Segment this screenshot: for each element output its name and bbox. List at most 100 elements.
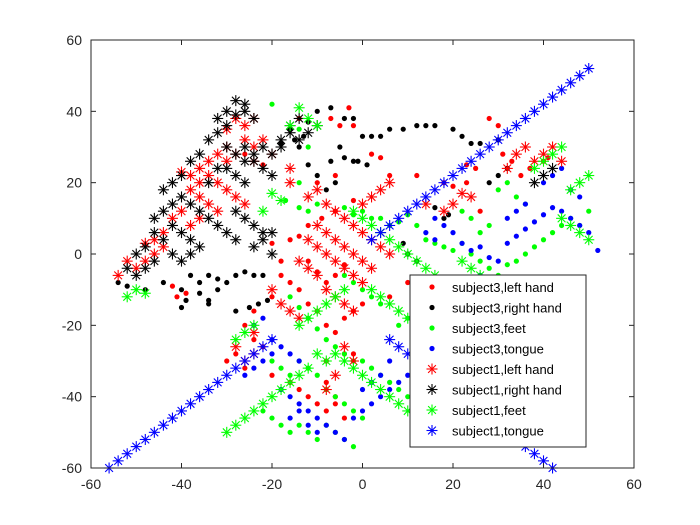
data-point-dot	[378, 301, 384, 307]
data-point-asterisk	[203, 384, 215, 396]
data-point-dot	[296, 180, 302, 186]
data-point-dot	[328, 158, 334, 164]
data-point-asterisk	[284, 162, 296, 174]
data-point-asterisk	[393, 398, 405, 410]
data-point-dot	[549, 172, 556, 179]
data-point-dot	[473, 165, 479, 171]
data-point-asterisk	[257, 341, 269, 353]
data-point-dot	[278, 365, 284, 371]
data-point-asterisk	[302, 191, 314, 203]
data-point-dot	[296, 304, 302, 311]
data-point-asterisk	[347, 305, 359, 317]
data-point-asterisk	[384, 248, 396, 260]
data-point-dot	[450, 183, 456, 189]
data-point-dot	[396, 379, 402, 385]
data-point-asterisk	[357, 369, 368, 381]
data-point-asterisk	[474, 148, 486, 160]
data-point-asterisk	[465, 155, 477, 167]
data-point-asterisk	[148, 212, 160, 224]
data-point-dot	[233, 351, 239, 357]
data-point-asterisk	[366, 234, 378, 246]
data-point-dot	[224, 279, 230, 286]
data-point-asterisk	[212, 112, 224, 124]
data-point-asterisk	[320, 284, 332, 296]
data-point-asterisk	[148, 227, 160, 239]
data-point-asterisk	[329, 234, 341, 246]
data-point-dot	[314, 429, 320, 435]
data-point-asterisk	[375, 227, 387, 239]
data-point-dot	[287, 294, 293, 300]
data-point-asterisk	[583, 234, 595, 246]
data-point-dot	[504, 215, 510, 221]
data-point-asterisk	[375, 384, 387, 396]
data-point-dot	[332, 180, 338, 186]
legend-label: subject3,tongue	[452, 342, 544, 357]
data-point-asterisk	[239, 98, 251, 110]
data-point-dot	[314, 372, 320, 378]
data-point-dot	[387, 379, 393, 385]
data-point-asterisk	[538, 155, 549, 167]
data-point-dot	[540, 212, 547, 218]
data-point-asterisk	[266, 187, 278, 199]
data-point-asterisk	[275, 298, 287, 310]
x-tick-label: 0	[359, 476, 367, 492]
data-point-asterisk	[465, 262, 477, 274]
data-point-dot	[359, 133, 366, 139]
data-point-dot	[323, 279, 329, 286]
data-point-dot	[323, 408, 329, 414]
data-point-asterisk	[547, 162, 559, 174]
data-point-asterisk	[157, 241, 169, 253]
data-point-asterisk	[519, 112, 531, 124]
legend-label: subject3,left hand	[452, 280, 554, 295]
data-point-asterisk	[239, 177, 251, 189]
data-point-dot	[577, 222, 583, 229]
data-point-asterisk	[275, 384, 287, 396]
data-point-asterisk	[221, 184, 233, 196]
data-point-asterisk	[221, 141, 233, 153]
data-point-asterisk	[157, 184, 169, 196]
legend-marker-dot	[429, 325, 435, 331]
data-point-asterisk	[556, 212, 568, 224]
data-point-asterisk	[248, 405, 260, 417]
data-point-asterisk	[293, 369, 305, 381]
data-point-asterisk	[302, 127, 314, 139]
data-point-dot	[296, 144, 302, 150]
data-point-dot	[169, 283, 176, 289]
data-point-asterisk	[221, 426, 233, 438]
data-point-asterisk	[194, 391, 206, 403]
data-point-asterisk	[121, 448, 133, 460]
data-point-dot	[586, 230, 592, 236]
data-point-dot	[296, 287, 302, 293]
data-point-asterisk	[293, 319, 305, 331]
data-point-dot	[355, 158, 361, 164]
data-point-asterisk	[185, 398, 197, 410]
data-point-asterisk	[248, 155, 260, 167]
legend-marker-asterisk	[426, 404, 438, 416]
y-tick-label: 40	[66, 103, 82, 119]
data-point-asterisk	[375, 291, 387, 303]
data-point-dot	[531, 244, 538, 250]
data-point-asterisk	[311, 305, 323, 317]
data-point-asterisk	[248, 219, 260, 231]
data-point-dot	[368, 365, 375, 371]
data-point-asterisk	[538, 98, 549, 110]
data-point-dot	[341, 155, 347, 161]
data-point-asterisk	[266, 391, 278, 403]
legend-label: subject3,feet	[452, 321, 526, 336]
data-point-asterisk	[538, 170, 549, 182]
data-point-asterisk	[239, 212, 251, 224]
legend-label: subject1,right hand	[452, 383, 562, 398]
data-point-dot	[400, 240, 406, 246]
data-point-asterisk	[230, 170, 242, 182]
data-point-dot	[264, 297, 271, 303]
data-point-dot	[341, 415, 347, 421]
data-point-dot	[432, 123, 438, 129]
data-point-asterisk	[239, 412, 251, 424]
data-point-asterisk	[338, 241, 350, 253]
data-point-asterisk	[574, 177, 586, 189]
data-point-asterisk	[420, 262, 432, 274]
data-point-dot	[378, 372, 384, 378]
data-point-dot	[495, 258, 501, 264]
data-point-dot	[260, 408, 266, 414]
